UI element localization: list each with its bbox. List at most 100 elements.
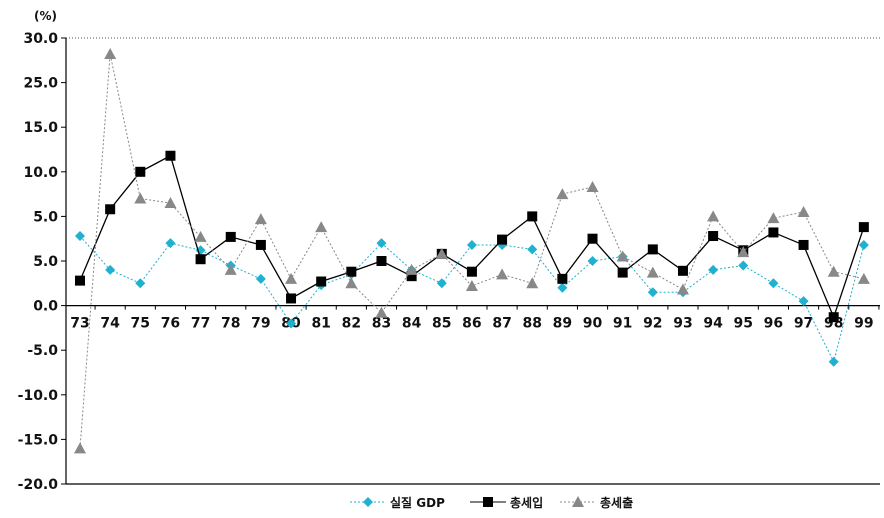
legend-label-3: 총세출 (600, 495, 633, 510)
y-tick-label: -15.0 (18, 432, 59, 448)
x-tick-label: 74 (100, 316, 120, 332)
unit-label: (%) (34, 9, 57, 23)
series-1-point (286, 318, 297, 329)
legend: 실질 GDP 총세입 총세출 (350, 495, 633, 510)
series-3-point (345, 277, 358, 289)
series-3-point (526, 277, 539, 289)
series-1-point (858, 239, 869, 250)
x-tick-label: 88 (522, 316, 541, 332)
series-3-point (315, 221, 328, 233)
y-tick-label: 5.0 (33, 209, 58, 225)
x-tick-label: 84 (402, 316, 422, 332)
x-tick-label: 77 (191, 316, 210, 332)
series-3-point (465, 279, 478, 291)
series-1-point (768, 278, 779, 289)
x-tick-label: 90 (583, 316, 603, 332)
series-3-point (496, 268, 509, 280)
series-3-point (556, 188, 569, 200)
y-tick-label: 25.0 (23, 76, 58, 92)
series-2-point (617, 267, 628, 278)
x-tick-label: 76 (161, 316, 180, 332)
series-1-point (165, 238, 176, 249)
series-2-point (647, 244, 658, 255)
series-3-point (134, 192, 147, 204)
y-tick-label: -5.0 (27, 343, 58, 359)
series-3-point (164, 197, 177, 209)
x-tick-label: 99 (854, 316, 873, 332)
series-3-point (797, 205, 810, 217)
x-tick-label: 93 (673, 316, 692, 332)
x-tick-label: 75 (131, 316, 150, 332)
y-tick-label: 0.0 (33, 299, 58, 315)
y-tick-label: 15.0 (23, 120, 58, 136)
x-tick-label: 81 (311, 316, 330, 332)
series-3-point (375, 306, 388, 318)
series-1-point (466, 239, 477, 250)
series-3-point (827, 265, 840, 277)
series-2-point (316, 276, 327, 287)
series-2-point (708, 231, 719, 242)
series-3-point (104, 48, 117, 60)
series-3-point (285, 272, 298, 284)
series-1-point (75, 231, 85, 242)
series-1-point (255, 273, 266, 284)
series-2-point (858, 222, 869, 233)
legend-marker-3 (572, 496, 584, 507)
series-1-point (527, 244, 538, 255)
x-tick-label: 86 (462, 316, 481, 332)
series-2-point (828, 312, 839, 323)
series-3-point (194, 230, 207, 242)
series-3-point (586, 180, 599, 192)
series-1-point (135, 278, 146, 289)
series-3-point (74, 442, 86, 454)
series-2-point (527, 211, 538, 222)
series-2-point (286, 293, 297, 304)
series-3-point (676, 283, 689, 295)
legend-label-2: 총세입 (510, 495, 543, 510)
series-2-point (798, 239, 809, 250)
x-tick-label: 85 (432, 316, 451, 332)
x-tick-label: 79 (251, 316, 270, 332)
series-1-point (105, 264, 116, 275)
x-tick-label: 94 (703, 316, 723, 332)
series-2-point (376, 256, 387, 266)
y-tick-label: 30.0 (23, 31, 58, 47)
x-tick-label: 87 (492, 316, 511, 332)
legend-marker-1 (363, 497, 373, 507)
series-2-point (105, 204, 116, 215)
x-tick-label: 96 (764, 316, 783, 332)
x-tick-label: 73 (70, 316, 89, 332)
legend-marker-2 (483, 497, 493, 507)
series-1-point (557, 282, 568, 293)
x-tick-label: 89 (553, 316, 572, 332)
x-tick-label: 92 (643, 316, 662, 332)
y-tick-label: -20.0 (18, 477, 59, 493)
series-2-point (587, 233, 598, 244)
legend-label-1: 실질 GDP (390, 495, 445, 510)
series-2-point (768, 227, 779, 238)
series-1-point (647, 287, 658, 298)
series-1-point (376, 238, 387, 249)
series-2-point (406, 271, 417, 282)
series-3-point (857, 272, 870, 284)
y-tick-label: 5.0 (33, 254, 58, 270)
series-2-point (557, 273, 568, 284)
series-2-point (195, 254, 206, 265)
series-3-point (737, 246, 750, 258)
plot-area: 30.0 25.0 15.0 10.0 5.0 5.0 0.0 -5.0 -10.0 -15.0 -… (18, 31, 880, 493)
y-tick-label: 10.0 (23, 165, 58, 181)
series-2-point (135, 166, 146, 177)
series-2-point (677, 265, 688, 276)
x-tick-label: 91 (613, 316, 632, 332)
series-3-point (616, 250, 629, 262)
series-1-point (828, 356, 839, 367)
series-line-1 (79, 235, 865, 364)
x-tick-label: 82 (342, 316, 361, 332)
x-tick-label: 97 (794, 316, 813, 332)
series-1-point (587, 256, 598, 266)
series-3-point (224, 263, 237, 275)
series-1-point (708, 264, 719, 275)
series-2-point (225, 231, 236, 242)
series-1-point (798, 296, 809, 307)
